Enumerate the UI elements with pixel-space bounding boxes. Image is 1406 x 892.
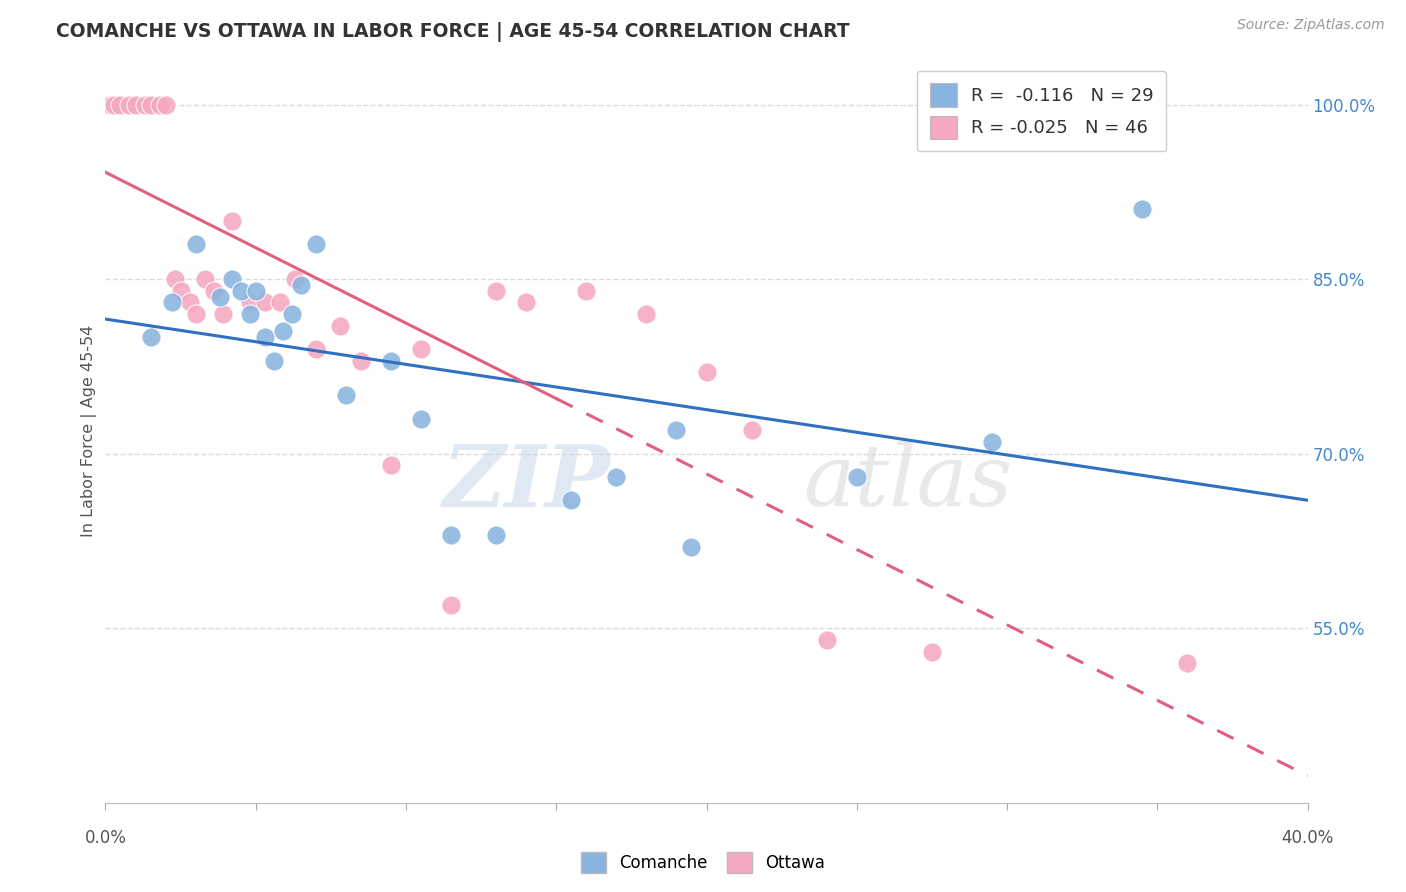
Point — [815, 632, 838, 647]
Point — [253, 330, 276, 344]
Point — [485, 284, 508, 298]
Point — [163, 272, 186, 286]
Point — [515, 295, 537, 310]
Point — [239, 295, 262, 310]
Point — [350, 353, 373, 368]
Point — [281, 307, 304, 321]
Point — [139, 330, 162, 344]
Point — [229, 284, 252, 298]
Point — [696, 365, 718, 379]
Point — [380, 353, 402, 368]
Text: 40.0%: 40.0% — [1281, 830, 1334, 847]
Point — [245, 284, 267, 298]
Point — [103, 97, 125, 112]
Point — [148, 97, 170, 112]
Point — [681, 540, 703, 554]
Point — [1130, 202, 1153, 217]
Point — [440, 598, 463, 612]
Point — [981, 435, 1004, 450]
Point — [409, 342, 432, 356]
Point — [155, 97, 177, 112]
Point — [290, 277, 312, 292]
Point — [211, 307, 233, 321]
Point — [380, 458, 402, 473]
Point — [845, 470, 868, 484]
Point — [221, 272, 243, 286]
Text: Source: ZipAtlas.com: Source: ZipAtlas.com — [1237, 18, 1385, 32]
Point — [208, 289, 231, 303]
Point — [440, 528, 463, 542]
Point — [184, 237, 207, 252]
Point — [575, 284, 598, 298]
Y-axis label: In Labor Force | Age 45-54: In Labor Force | Age 45-54 — [82, 325, 97, 536]
Point — [335, 388, 357, 402]
Point — [239, 307, 262, 321]
Text: ZIP: ZIP — [443, 441, 610, 524]
Point — [110, 97, 132, 112]
Point — [665, 424, 688, 438]
Point — [139, 97, 162, 112]
Point — [271, 325, 294, 339]
Point — [194, 272, 217, 286]
Point — [124, 97, 146, 112]
Point — [741, 424, 763, 438]
Point — [560, 493, 582, 508]
Point — [202, 284, 225, 298]
Text: COMANCHE VS OTTAWA IN LABOR FORCE | AGE 45-54 CORRELATION CHART: COMANCHE VS OTTAWA IN LABOR FORCE | AGE … — [56, 22, 849, 42]
Point — [305, 342, 328, 356]
Point — [253, 295, 276, 310]
Text: atlas: atlas — [803, 442, 1012, 524]
Point — [284, 272, 307, 286]
Point — [921, 644, 943, 658]
Point — [184, 307, 207, 321]
Point — [100, 97, 122, 112]
Point — [329, 318, 352, 333]
Point — [134, 97, 156, 112]
Point — [1175, 656, 1198, 670]
Point — [605, 470, 627, 484]
Point — [169, 284, 191, 298]
Point — [636, 307, 658, 321]
Legend: R =  -0.116   N = 29, R = -0.025   N = 46: R = -0.116 N = 29, R = -0.025 N = 46 — [917, 70, 1167, 152]
Point — [97, 97, 120, 112]
Point — [160, 295, 183, 310]
Point — [485, 528, 508, 542]
Point — [221, 214, 243, 228]
Point — [118, 97, 141, 112]
Point — [409, 411, 432, 425]
Point — [179, 295, 201, 310]
Point — [269, 295, 291, 310]
Text: 0.0%: 0.0% — [84, 830, 127, 847]
Point — [263, 353, 285, 368]
Point — [305, 237, 328, 252]
Legend: Comanche, Ottawa: Comanche, Ottawa — [574, 846, 832, 880]
